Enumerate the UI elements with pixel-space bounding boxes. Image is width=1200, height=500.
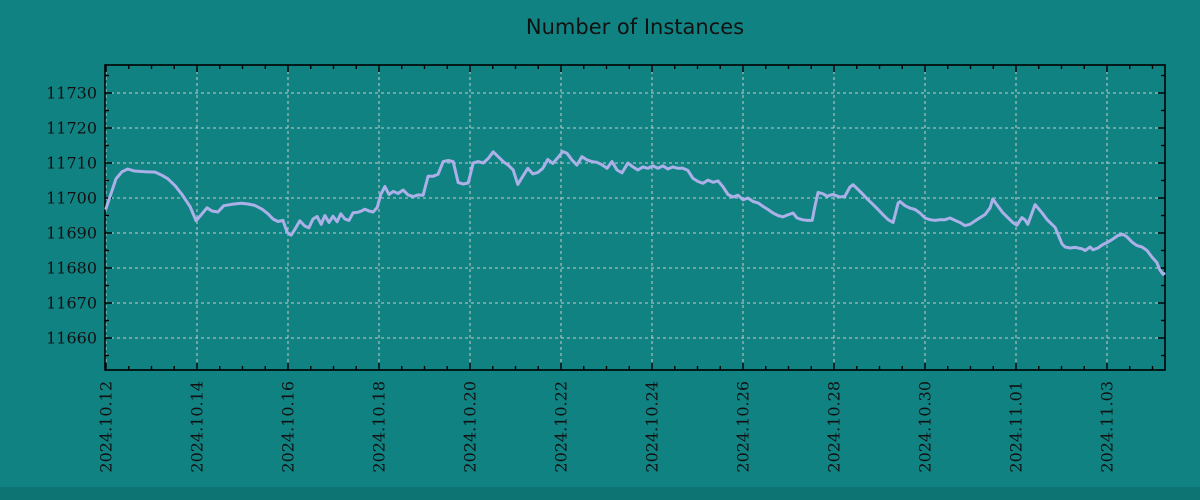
bottom-strip [0, 487, 1200, 500]
x-tick-label: 2024.10.16 [279, 381, 298, 473]
x-tick-label: 2024.10.22 [552, 381, 571, 473]
y-tick-label: 11720 [46, 119, 97, 138]
y-tick-label: 11700 [46, 189, 97, 208]
y-tick-label: 11710 [46, 154, 97, 173]
x-tick-label: 2024.11.01 [1007, 381, 1026, 473]
x-tick-label: 2024.11.03 [1098, 381, 1117, 473]
x-tick-label: 2024.10.30 [916, 381, 935, 473]
plot-border [104, 64, 1166, 371]
x-tick-label: 2024.10.18 [370, 381, 389, 473]
x-tick-label: 2024.10.12 [97, 381, 116, 473]
chart-title: Number of Instances [525, 15, 745, 39]
x-tick-label: 2024.10.24 [643, 381, 662, 473]
y-tick-label: 11690 [46, 224, 97, 243]
x-tick-label: 2024.10.14 [188, 381, 207, 473]
y-tick-label: 11680 [46, 259, 97, 278]
y-tick-label: 11730 [46, 84, 97, 103]
x-tick-label: 2024.10.28 [825, 381, 844, 473]
x-tick-label: 2024.10.20 [461, 381, 480, 473]
y-tick-label: 11660 [46, 329, 97, 348]
data-line-instances [104, 150, 1166, 276]
x-tick-label: 2024.10.26 [734, 381, 753, 473]
y-tick-label: 11670 [46, 294, 97, 313]
